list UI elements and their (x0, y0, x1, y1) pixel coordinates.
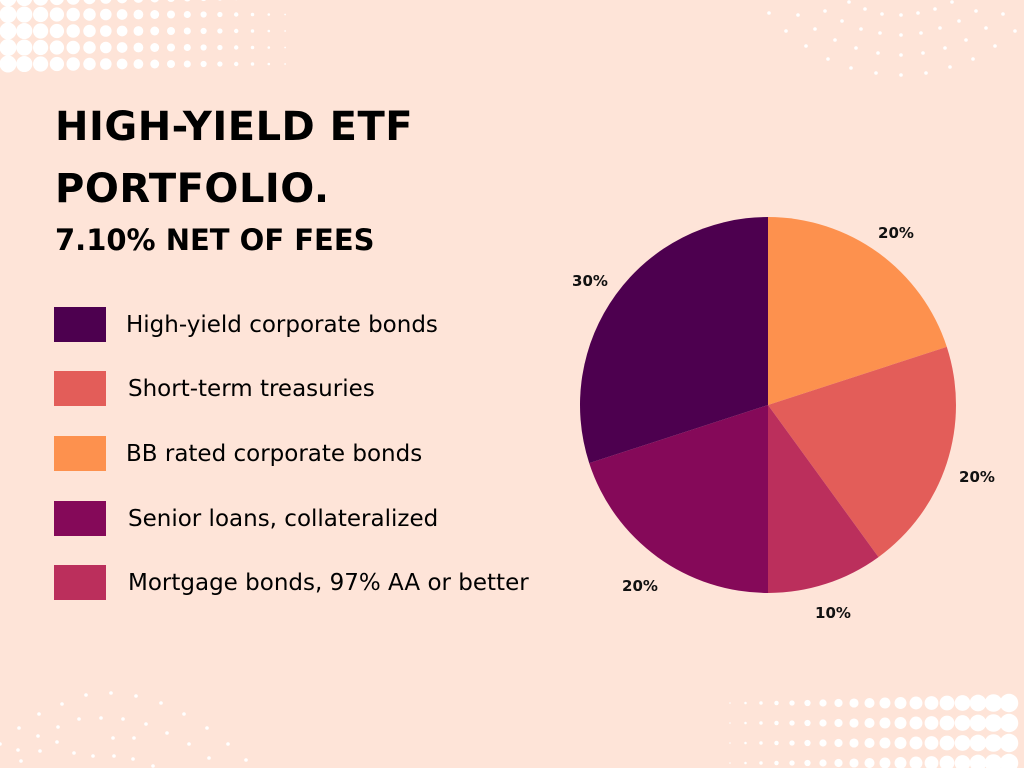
legend-item-high-yield-corporate-bonds: High-yield corporate bonds (54, 307, 438, 342)
legend-label: High-yield corporate bonds (126, 311, 438, 338)
legend-item-bb-rated-corporate-bonds: BB rated corporate bonds (54, 436, 422, 471)
pie-labels: 20% 20% 10% 20% 30% (572, 224, 995, 622)
pie-slice-high-yield-corporate-bonds (580, 217, 768, 464)
page-title: HIGH-YIELD ETF PORTFOLIO. (55, 96, 413, 220)
title-line-2: PORTFOLIO. (55, 166, 330, 212)
pie-slice-label: 20% (959, 468, 995, 486)
halftone-dots-top-left (0, 0, 286, 73)
halftone-dots-bottom-right (729, 693, 1019, 768)
scatter-dots-bottom-left (0, 691, 248, 768)
legend-label: BB rated corporate bonds (126, 440, 423, 467)
legend-swatch (54, 501, 106, 536)
legend-item-senior-loans: Senior loans, collateralized (54, 501, 438, 536)
pie-slice-mortgage-bonds-97-aa-or-better (768, 405, 879, 593)
legend-item-mortgage-bonds: Mortgage bonds, 97% AA or better (54, 565, 529, 600)
legend-swatch (54, 371, 106, 406)
pie-slice-senior-loans-collateralized (589, 405, 768, 593)
legend-label: Mortgage bonds, 97% AA or better (128, 569, 529, 596)
legend-swatch (54, 565, 106, 600)
subtitle: 7.10% NET OF FEES (55, 223, 375, 257)
pie-slice-label: 10% (815, 604, 851, 622)
legend-swatch (54, 307, 106, 342)
legend-item-short-term-treasuries: Short-term treasuries (54, 371, 375, 406)
pie-slice-bb-rated-corporate-bonds (768, 217, 947, 405)
legend-label: Short-term treasuries (128, 375, 375, 402)
title-line-1: HIGH-YIELD ETF (55, 104, 414, 150)
pie-slice-short-term-treasuries (768, 346, 956, 558)
pie-slice-label: 20% (878, 224, 914, 242)
scatter-dots-top-right (767, 0, 1017, 77)
pie-slices (580, 217, 956, 593)
legend-label: Senior loans, collateralized (128, 505, 439, 532)
pie-slice-label: 30% (572, 272, 608, 290)
pie-slice-label: 20% (622, 577, 658, 595)
legend-swatch (54, 436, 106, 471)
